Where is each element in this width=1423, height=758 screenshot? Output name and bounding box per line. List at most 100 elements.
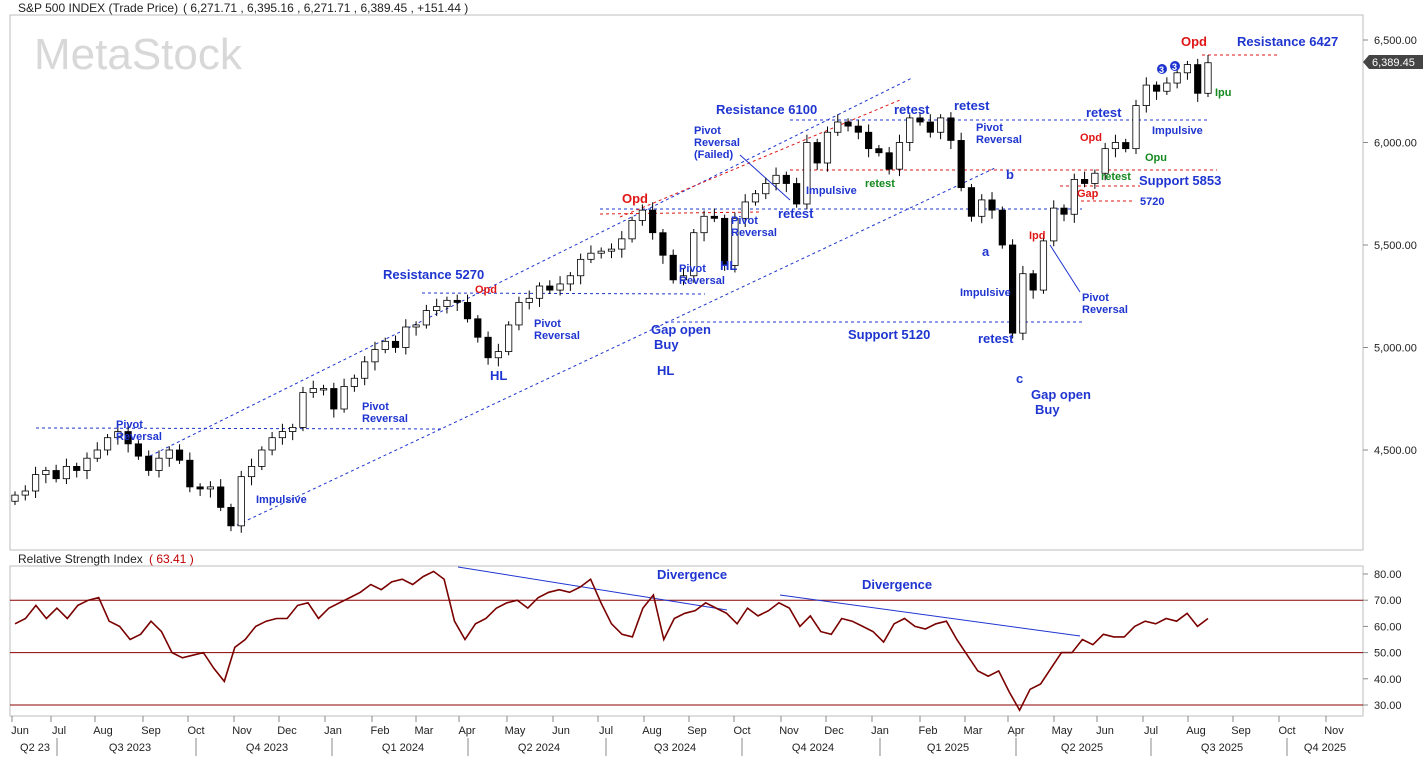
candle-up — [566, 275, 574, 285]
candle-down — [813, 142, 821, 164]
label-reversal-4: Reversal — [731, 227, 777, 239]
month-label: Aug — [642, 725, 662, 737]
candle-down — [916, 117, 924, 123]
candle-down — [1009, 244, 1017, 334]
candle-up — [1163, 82, 1171, 92]
candle-up — [278, 431, 286, 439]
candle-up — [628, 219, 636, 240]
rsi-divergence-line-1 — [457, 566, 728, 611]
label-a: a — [982, 244, 990, 259]
month-label: Jan — [871, 725, 889, 737]
rsi-divergence-line-2 — [779, 594, 1081, 637]
label-divergence-2: Divergence — [862, 577, 932, 592]
label-retest-7: retest — [778, 206, 814, 221]
label-gap-open-2: Gap open — [1031, 387, 1091, 402]
label-gap-open-1: Gap open — [651, 322, 711, 337]
label-resistance-6100: Resistance 6100 — [716, 102, 817, 117]
rsi-tick-label: 40.00 — [1374, 674, 1402, 686]
candle-up — [11, 494, 19, 502]
candle-up — [83, 457, 91, 471]
candle-up — [638, 209, 646, 221]
label-pivot-4: Pivot — [731, 215, 758, 227]
candle-up — [1142, 84, 1150, 106]
candle-down — [782, 174, 790, 184]
month-label: Sep — [687, 725, 707, 737]
label-failed: (Failed) — [694, 149, 733, 161]
label-opd-4: Opd — [475, 284, 497, 296]
badge-3a-label: 3 — [1159, 65, 1164, 75]
candle-up — [1101, 148, 1109, 174]
label-opu: Opu — [1145, 152, 1167, 164]
candle-down — [926, 121, 934, 133]
label-reversal-6: Reversal — [534, 330, 580, 342]
month-label: Feb — [919, 725, 938, 737]
label-impulsive-2: Impulsive — [960, 287, 1011, 299]
candle-up — [247, 465, 256, 478]
candle-up — [577, 258, 585, 277]
month-label: Apr — [1007, 725, 1024, 737]
rsi-panel-frame — [9, 565, 1364, 717]
candle-up — [206, 486, 214, 490]
candle-up — [381, 340, 389, 350]
label-divergence-1: Divergence — [657, 567, 727, 582]
month-label: Sep — [1231, 725, 1251, 737]
label-retest-6: retest — [865, 178, 895, 190]
label-retest-3: retest — [1086, 105, 1122, 120]
month-label: May — [505, 725, 526, 737]
label-reversal-1: Reversal — [976, 134, 1022, 146]
candle-down — [649, 209, 657, 234]
candle-up — [1132, 105, 1140, 150]
candle-down — [844, 121, 852, 127]
candle-up — [1050, 207, 1058, 242]
candle-down — [1194, 64, 1202, 94]
month-label: Aug — [93, 725, 113, 737]
month-label: Dec — [824, 725, 844, 737]
label-retest-2: retest — [954, 98, 990, 113]
candle-up — [299, 392, 307, 428]
candle-down — [998, 209, 1006, 246]
candle-up — [361, 361, 369, 379]
label-retest-4: retest — [1101, 171, 1131, 183]
quarter-label: Q3 2025 — [1201, 742, 1243, 754]
candle-up — [700, 215, 708, 234]
label-hl-2: HL — [657, 363, 674, 378]
rsi-tick-label: 60.00 — [1374, 621, 1402, 633]
red-level-line — [599, 211, 761, 215]
candle-up — [62, 465, 71, 480]
candle-down — [875, 148, 883, 154]
candle-up — [1204, 62, 1212, 94]
price-tick-label: 5,500.00 — [1374, 240, 1417, 252]
candle-up — [1111, 142, 1120, 150]
candle-up — [1183, 64, 1192, 74]
candle-up — [31, 474, 40, 492]
candle-down — [865, 131, 873, 150]
label-pivot-6: Pivot — [534, 318, 561, 330]
candle-down — [957, 140, 965, 188]
label-opd-2: Opd — [1080, 132, 1102, 144]
candle-down — [474, 318, 482, 338]
candle-up — [258, 449, 266, 467]
trend-lines — [35, 54, 1278, 526]
candle-down — [134, 443, 143, 457]
candle-up — [402, 326, 410, 348]
price-panel-frame — [9, 14, 1364, 551]
candle-up — [906, 117, 914, 143]
candle-up — [350, 377, 358, 387]
candle-down — [1029, 273, 1037, 291]
last-price-tag: 6,389.45 — [1363, 55, 1423, 69]
candle-up — [103, 437, 112, 451]
candle-up — [433, 306, 441, 311]
candle-up — [1039, 240, 1048, 291]
candle-up — [422, 310, 430, 326]
label-opd-3: Opd — [622, 191, 648, 206]
badge-3b-label: 3 — [1172, 62, 1177, 72]
candle-up — [834, 121, 842, 133]
candle-down — [186, 459, 194, 488]
x-axis: Jun Jul Aug Sep Oct Nov Dec Jan Feb Mar Apr May Jun J… — [11, 716, 1346, 756]
candle-up — [494, 351, 502, 359]
month-label: Sep — [141, 725, 161, 737]
candle-down — [1060, 207, 1068, 215]
quarter-label: Q2 2024 — [518, 742, 560, 754]
label-reversal-5: Reversal — [679, 275, 725, 287]
label-b: b — [1006, 167, 1014, 182]
